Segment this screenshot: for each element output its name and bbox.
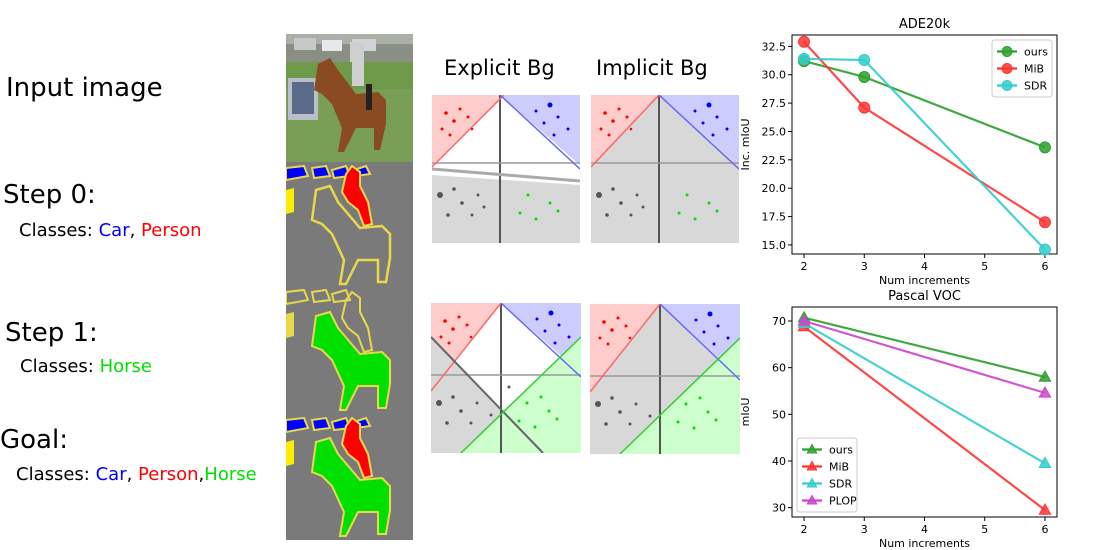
chart-title: ADE20k bbox=[899, 17, 951, 32]
x-tick-label: 2 bbox=[801, 523, 808, 536]
class-horse: Horse bbox=[99, 356, 152, 377]
input-image-label: Input image bbox=[6, 73, 163, 103]
data-point bbox=[1038, 385, 1052, 398]
data-point bbox=[1038, 216, 1051, 229]
data-point bbox=[858, 70, 871, 83]
legend-marker bbox=[1001, 46, 1013, 57]
legend-label: SDR bbox=[1024, 80, 1047, 93]
legend-box bbox=[796, 437, 858, 513]
data-point bbox=[798, 52, 811, 65]
y-tick-label: 40 bbox=[772, 455, 786, 468]
series-plop bbox=[797, 313, 1052, 398]
legend-marker bbox=[806, 494, 818, 505]
x-tick-label: 3 bbox=[861, 260, 868, 273]
step0-label: Step 0: bbox=[3, 180, 96, 210]
classes-prefix: Classes: bbox=[16, 464, 96, 485]
data-point bbox=[1038, 141, 1051, 154]
goal-segmentation bbox=[286, 414, 413, 540]
legend-label: SDR bbox=[829, 478, 852, 491]
legend-label: MiB bbox=[829, 461, 849, 474]
y-tick-label: 70 bbox=[772, 315, 786, 328]
implicit-bg-step0-diagram bbox=[591, 95, 739, 243]
implicit-bg-step1-diagram bbox=[590, 304, 740, 454]
legend-marker bbox=[806, 460, 818, 471]
explicit-bg-step1-diagram bbox=[431, 303, 581, 453]
classes-prefix: Classes: bbox=[20, 356, 100, 377]
explicit-bg-step0-diagram bbox=[432, 95, 580, 243]
image-column bbox=[286, 34, 413, 540]
y-axis-label: Inc. mIoU bbox=[739, 119, 752, 171]
legend-marker bbox=[1001, 80, 1013, 91]
data-point bbox=[1038, 243, 1051, 256]
x-tick-label: 5 bbox=[981, 523, 988, 536]
series-line bbox=[803, 319, 1046, 394]
step1-segmentation bbox=[286, 288, 413, 414]
x-tick-label: 4 bbox=[921, 260, 928, 273]
series-mib bbox=[798, 35, 1051, 229]
y-tick-label: 30.0 bbox=[762, 69, 787, 82]
data-point bbox=[858, 53, 871, 66]
class-separator: , bbox=[126, 464, 139, 485]
x-tick-label: 4 bbox=[921, 523, 928, 536]
legend: ours MiB SDR PLOP bbox=[796, 437, 858, 513]
step0-classes: Classes: Car, Person bbox=[19, 220, 202, 241]
input-photo bbox=[286, 34, 413, 162]
x-tick-label: 2 bbox=[801, 260, 808, 273]
data-point bbox=[1038, 502, 1052, 515]
ade20k-chart: ADE20k 2 3 4 5 6 15.0 17.5 20.0 22.5 25.0 27.5 30.0 3… bbox=[739, 17, 1058, 285]
y-tick-label: 22.5 bbox=[762, 154, 787, 167]
class-person: Person bbox=[138, 464, 199, 485]
data-point bbox=[1038, 369, 1052, 382]
class-separator: , bbox=[198, 464, 205, 485]
y-tick-label: 32.5 bbox=[762, 40, 787, 53]
legend-marker bbox=[1001, 63, 1013, 74]
x-axis-label: Num increments bbox=[879, 537, 970, 550]
y-tick-label: 15.0 bbox=[762, 239, 787, 252]
series-ours bbox=[797, 310, 1052, 382]
legend-marker bbox=[806, 477, 818, 488]
x-tick-label: 3 bbox=[861, 523, 868, 536]
series-line bbox=[803, 316, 1046, 379]
legend-label: ours bbox=[1024, 46, 1048, 59]
x-tick-label: 6 bbox=[1041, 523, 1048, 536]
data-point bbox=[797, 313, 811, 326]
step1-classes: Classes: Horse bbox=[20, 356, 152, 377]
class-car: Car bbox=[98, 220, 130, 241]
class-horse: Horse bbox=[204, 464, 257, 485]
series-line bbox=[803, 325, 1046, 511]
chart-title: Pascal VOC bbox=[888, 289, 961, 304]
goal-label: Goal: bbox=[0, 425, 68, 455]
step0-segmentation bbox=[286, 162, 413, 288]
class-person: Person bbox=[141, 220, 202, 241]
pascal-voc-chart: Pascal VOC 2 3 4 5 6 30 40 50 60 70 Num increments m… bbox=[739, 289, 1058, 550]
y-tick-label: 50 bbox=[772, 408, 786, 421]
data-point bbox=[798, 35, 811, 48]
class-car: Car bbox=[95, 464, 127, 485]
y-axis-label: mIoU bbox=[739, 398, 752, 427]
y-tick-label: 27.5 bbox=[762, 97, 787, 110]
x-tick-label: 6 bbox=[1041, 260, 1048, 273]
step1-label: Step 1: bbox=[5, 318, 98, 348]
legend-label: MiB bbox=[1024, 63, 1044, 76]
legend-label: PLOP bbox=[829, 495, 857, 508]
legend-marker bbox=[806, 443, 818, 454]
data-point bbox=[1038, 456, 1052, 469]
y-tick-label: 30 bbox=[772, 502, 786, 515]
implicit-bg-header: Implicit Bg bbox=[596, 56, 708, 80]
x-axis-label: Num increments bbox=[879, 274, 970, 285]
series-sdr bbox=[798, 52, 1051, 256]
y-tick-label: 20.0 bbox=[762, 182, 787, 195]
series-line bbox=[803, 322, 1046, 465]
x-tick-label: 5 bbox=[981, 260, 988, 273]
explicit-bg-header: Explicit Bg bbox=[444, 56, 555, 80]
y-tick-label: 17.5 bbox=[762, 211, 787, 224]
goal-classes: Classes: Car, Person,Horse bbox=[16, 464, 257, 485]
data-point bbox=[858, 101, 871, 114]
legend-label: ours bbox=[829, 444, 853, 457]
y-tick-label: 25.0 bbox=[762, 125, 787, 138]
y-tick-label: 60 bbox=[772, 362, 786, 375]
class-separator: , bbox=[129, 220, 142, 241]
legend: ours MiB SDR bbox=[991, 39, 1053, 98]
classes-prefix: Classes: bbox=[19, 220, 99, 241]
